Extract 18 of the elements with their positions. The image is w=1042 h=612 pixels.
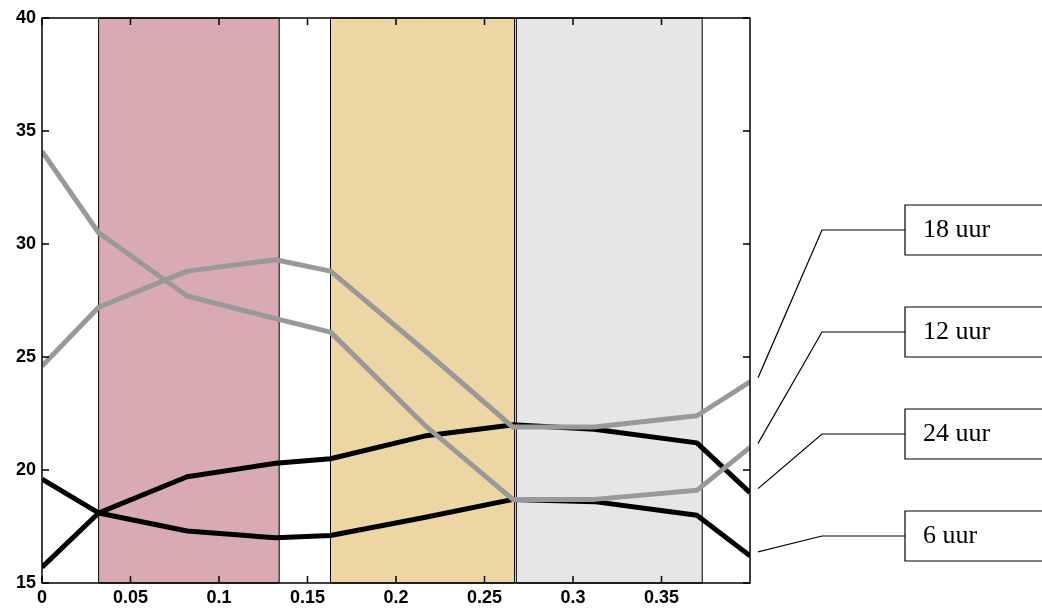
text: 24 uur — [923, 417, 991, 447]
x-tick-label: 0.2 — [383, 586, 409, 607]
text: 6 uur — [923, 519, 978, 549]
text: 18 uur — [923, 213, 991, 243]
y-tick-label: 15 — [15, 571, 36, 592]
x-tick-label: 0 — [36, 586, 48, 607]
y-tick-label: 20 — [15, 458, 36, 479]
x-tick-label: 0.25 — [466, 586, 503, 607]
x-tick-label: 0.35 — [643, 586, 680, 607]
y-tick-label: 30 — [15, 232, 36, 253]
x-tick-label: 0.15 — [289, 586, 326, 607]
y-tick-label: 25 — [15, 345, 36, 366]
text: 12 uur — [923, 315, 991, 345]
y-tick-label: 35 — [15, 119, 36, 140]
x-tick-label: 0.3 — [560, 586, 586, 607]
y-tick-label: 40 — [15, 6, 36, 27]
x-tick-label: 0.05 — [112, 586, 149, 607]
x-tick-label: 0.1 — [206, 586, 232, 607]
